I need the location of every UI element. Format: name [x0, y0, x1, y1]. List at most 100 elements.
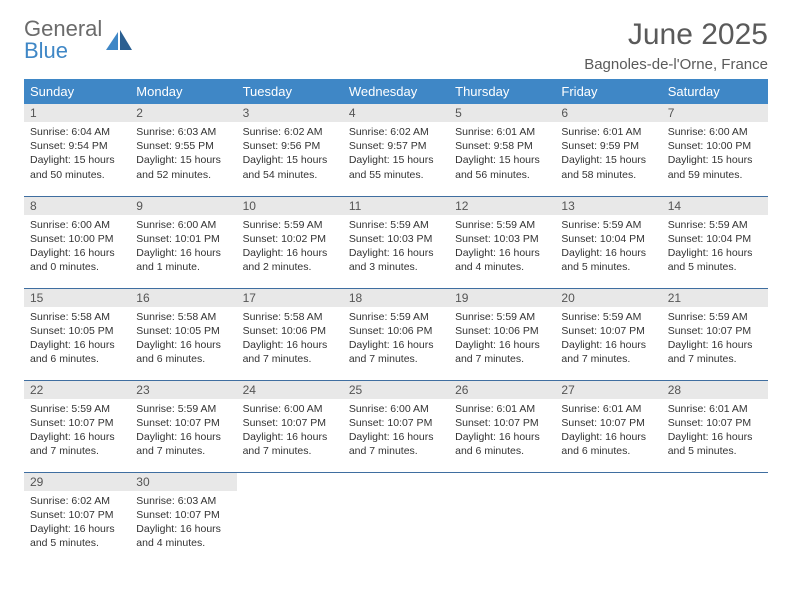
day-body: Sunrise: 6:01 AMSunset: 10:07 PMDaylight…: [449, 399, 555, 463]
day-number: 8: [24, 197, 130, 215]
day-body: Sunrise: 5:59 AMSunset: 10:07 PMDaylight…: [24, 399, 130, 463]
day-number: 27: [555, 381, 661, 399]
day-body: Sunrise: 5:59 AMSunset: 10:06 PMDaylight…: [449, 307, 555, 371]
day-body: Sunrise: 6:00 AMSunset: 10:00 PMDaylight…: [662, 122, 768, 186]
logo: General Blue: [24, 18, 132, 62]
day-cell: 4Sunrise: 6:02 AMSunset: 9:57 PMDaylight…: [343, 104, 449, 196]
day-body: Sunrise: 6:00 AMSunset: 10:07 PMDaylight…: [237, 399, 343, 463]
calendar-body: 1Sunrise: 6:04 AMSunset: 9:54 PMDaylight…: [24, 104, 768, 564]
empty-cell: [555, 472, 661, 564]
day-number: 5: [449, 104, 555, 122]
day-cell: 16Sunrise: 5:58 AMSunset: 10:05 PMDaylig…: [130, 288, 236, 380]
day-cell: 24Sunrise: 6:00 AMSunset: 10:07 PMDaylig…: [237, 380, 343, 472]
day-cell: 9Sunrise: 6:00 AMSunset: 10:01 PMDayligh…: [130, 196, 236, 288]
day-cell: 27Sunrise: 6:01 AMSunset: 10:07 PMDaylig…: [555, 380, 661, 472]
day-number: 10: [237, 197, 343, 215]
day-number: 9: [130, 197, 236, 215]
day-body: Sunrise: 6:03 AMSunset: 10:07 PMDaylight…: [130, 491, 236, 555]
day-cell: 22Sunrise: 5:59 AMSunset: 10:07 PMDaylig…: [24, 380, 130, 472]
day-body: Sunrise: 5:58 AMSunset: 10:05 PMDaylight…: [24, 307, 130, 371]
day-body: Sunrise: 5:58 AMSunset: 10:05 PMDaylight…: [130, 307, 236, 371]
day-cell: 29Sunrise: 6:02 AMSunset: 10:07 PMDaylig…: [24, 472, 130, 564]
day-number: 4: [343, 104, 449, 122]
day-number: 26: [449, 381, 555, 399]
empty-cell: [662, 472, 768, 564]
day-number: 7: [662, 104, 768, 122]
title-block: June 2025 Bagnoles-de-l'Orne, France: [584, 18, 768, 73]
day-cell: 5Sunrise: 6:01 AMSunset: 9:58 PMDaylight…: [449, 104, 555, 196]
day-cell: 3Sunrise: 6:02 AMSunset: 9:56 PMDaylight…: [237, 104, 343, 196]
day-number: 28: [662, 381, 768, 399]
weekday-thursday: Thursday: [449, 79, 555, 104]
day-body: Sunrise: 5:59 AMSunset: 10:04 PMDaylight…: [662, 215, 768, 279]
day-number: 6: [555, 104, 661, 122]
day-number: 11: [343, 197, 449, 215]
day-number: 19: [449, 289, 555, 307]
day-body: Sunrise: 6:01 AMSunset: 10:07 PMDaylight…: [662, 399, 768, 463]
day-number: 23: [130, 381, 236, 399]
day-number: 15: [24, 289, 130, 307]
day-body: Sunrise: 6:01 AMSunset: 10:07 PMDaylight…: [555, 399, 661, 463]
day-cell: 8Sunrise: 6:00 AMSunset: 10:00 PMDayligh…: [24, 196, 130, 288]
day-body: Sunrise: 6:04 AMSunset: 9:54 PMDaylight:…: [24, 122, 130, 186]
weekday-monday: Monday: [130, 79, 236, 104]
weekday-tuesday: Tuesday: [237, 79, 343, 104]
day-cell: 10Sunrise: 5:59 AMSunset: 10:02 PMDaylig…: [237, 196, 343, 288]
day-number: 16: [130, 289, 236, 307]
empty-cell: [237, 472, 343, 564]
day-number: 20: [555, 289, 661, 307]
month-title: June 2025: [584, 18, 768, 52]
weekday-saturday: Saturday: [662, 79, 768, 104]
day-body: Sunrise: 6:00 AMSunset: 10:07 PMDaylight…: [343, 399, 449, 463]
day-cell: 17Sunrise: 5:58 AMSunset: 10:06 PMDaylig…: [237, 288, 343, 380]
day-body: Sunrise: 5:59 AMSunset: 10:07 PMDaylight…: [662, 307, 768, 371]
weekday-sunday: Sunday: [24, 79, 130, 104]
weekday-friday: Friday: [555, 79, 661, 104]
day-body: Sunrise: 5:58 AMSunset: 10:06 PMDaylight…: [237, 307, 343, 371]
day-cell: 19Sunrise: 5:59 AMSunset: 10:06 PMDaylig…: [449, 288, 555, 380]
week-row: 1Sunrise: 6:04 AMSunset: 9:54 PMDaylight…: [24, 104, 768, 196]
day-cell: 7Sunrise: 6:00 AMSunset: 10:00 PMDayligh…: [662, 104, 768, 196]
day-body: Sunrise: 6:00 AMSunset: 10:01 PMDaylight…: [130, 215, 236, 279]
day-cell: 23Sunrise: 5:59 AMSunset: 10:07 PMDaylig…: [130, 380, 236, 472]
day-cell: 15Sunrise: 5:58 AMSunset: 10:05 PMDaylig…: [24, 288, 130, 380]
day-number: 29: [24, 473, 130, 491]
header: General Blue June 2025 Bagnoles-de-l'Orn…: [24, 18, 768, 73]
day-body: Sunrise: 6:02 AMSunset: 9:57 PMDaylight:…: [343, 122, 449, 186]
day-cell: 14Sunrise: 5:59 AMSunset: 10:04 PMDaylig…: [662, 196, 768, 288]
week-row: 8Sunrise: 6:00 AMSunset: 10:00 PMDayligh…: [24, 196, 768, 288]
day-body: Sunrise: 5:59 AMSunset: 10:02 PMDaylight…: [237, 215, 343, 279]
day-cell: 6Sunrise: 6:01 AMSunset: 9:59 PMDaylight…: [555, 104, 661, 196]
location: Bagnoles-de-l'Orne, France: [584, 56, 768, 73]
day-number: 18: [343, 289, 449, 307]
day-body: Sunrise: 5:59 AMSunset: 10:07 PMDaylight…: [130, 399, 236, 463]
weekday-wednesday: Wednesday: [343, 79, 449, 104]
week-row: 29Sunrise: 6:02 AMSunset: 10:07 PMDaylig…: [24, 472, 768, 564]
day-cell: 1Sunrise: 6:04 AMSunset: 9:54 PMDaylight…: [24, 104, 130, 196]
day-cell: 30Sunrise: 6:03 AMSunset: 10:07 PMDaylig…: [130, 472, 236, 564]
day-number: 13: [555, 197, 661, 215]
day-cell: 28Sunrise: 6:01 AMSunset: 10:07 PMDaylig…: [662, 380, 768, 472]
day-cell: 13Sunrise: 5:59 AMSunset: 10:04 PMDaylig…: [555, 196, 661, 288]
logo-sail-icon: [106, 30, 132, 50]
day-body: Sunrise: 5:59 AMSunset: 10:04 PMDaylight…: [555, 215, 661, 279]
empty-cell: [343, 472, 449, 564]
day-cell: 2Sunrise: 6:03 AMSunset: 9:55 PMDaylight…: [130, 104, 236, 196]
week-row: 15Sunrise: 5:58 AMSunset: 10:05 PMDaylig…: [24, 288, 768, 380]
day-body: Sunrise: 6:01 AMSunset: 9:58 PMDaylight:…: [449, 122, 555, 186]
day-cell: 12Sunrise: 5:59 AMSunset: 10:03 PMDaylig…: [449, 196, 555, 288]
day-number: 3: [237, 104, 343, 122]
day-body: Sunrise: 6:03 AMSunset: 9:55 PMDaylight:…: [130, 122, 236, 186]
day-number: 12: [449, 197, 555, 215]
day-cell: 25Sunrise: 6:00 AMSunset: 10:07 PMDaylig…: [343, 380, 449, 472]
day-body: Sunrise: 6:00 AMSunset: 10:00 PMDaylight…: [24, 215, 130, 279]
day-body: Sunrise: 5:59 AMSunset: 10:07 PMDaylight…: [555, 307, 661, 371]
day-cell: 20Sunrise: 5:59 AMSunset: 10:07 PMDaylig…: [555, 288, 661, 380]
day-number: 21: [662, 289, 768, 307]
day-body: Sunrise: 6:02 AMSunset: 9:56 PMDaylight:…: [237, 122, 343, 186]
day-body: Sunrise: 5:59 AMSunset: 10:06 PMDaylight…: [343, 307, 449, 371]
day-cell: 21Sunrise: 5:59 AMSunset: 10:07 PMDaylig…: [662, 288, 768, 380]
day-body: Sunrise: 5:59 AMSunset: 10:03 PMDaylight…: [449, 215, 555, 279]
day-cell: 18Sunrise: 5:59 AMSunset: 10:06 PMDaylig…: [343, 288, 449, 380]
day-body: Sunrise: 6:01 AMSunset: 9:59 PMDaylight:…: [555, 122, 661, 186]
